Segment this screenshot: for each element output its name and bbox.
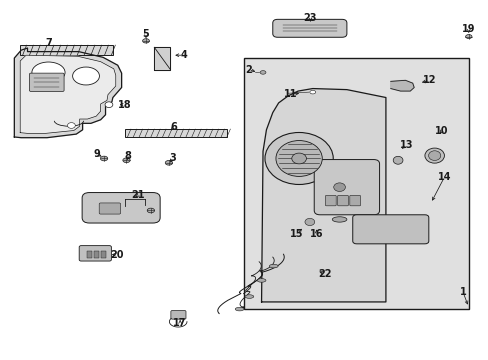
Ellipse shape [424, 148, 444, 163]
Text: 20: 20 [110, 249, 123, 260]
Ellipse shape [244, 295, 253, 298]
Polygon shape [390, 80, 413, 91]
Ellipse shape [165, 161, 172, 165]
FancyBboxPatch shape [79, 246, 111, 261]
Text: 1: 1 [459, 287, 466, 297]
Ellipse shape [122, 158, 130, 163]
FancyBboxPatch shape [314, 159, 379, 215]
Text: 14: 14 [437, 172, 450, 182]
Text: 21: 21 [131, 190, 144, 200]
Ellipse shape [291, 153, 306, 164]
Text: 8: 8 [124, 150, 131, 161]
Ellipse shape [309, 90, 315, 94]
Text: 17: 17 [173, 318, 186, 328]
FancyBboxPatch shape [82, 193, 160, 223]
Ellipse shape [105, 102, 113, 108]
Polygon shape [14, 48, 122, 138]
Bar [94, 251, 99, 258]
Text: 2: 2 [244, 64, 251, 75]
Bar [244, 58, 468, 309]
FancyBboxPatch shape [325, 195, 335, 206]
Text: 18: 18 [118, 100, 132, 110]
Bar [125, 129, 227, 137]
FancyBboxPatch shape [170, 311, 185, 319]
Text: 10: 10 [434, 126, 448, 135]
Polygon shape [20, 55, 116, 134]
Polygon shape [154, 47, 170, 69]
Text: 3: 3 [169, 153, 175, 163]
Text: 4: 4 [180, 50, 186, 60]
Bar [87, 251, 92, 258]
Ellipse shape [142, 39, 149, 43]
Ellipse shape [465, 35, 471, 39]
Ellipse shape [392, 156, 402, 164]
FancyBboxPatch shape [272, 19, 346, 37]
Ellipse shape [264, 132, 332, 184]
Ellipse shape [427, 151, 440, 161]
Text: 5: 5 [142, 29, 149, 39]
FancyBboxPatch shape [349, 195, 360, 206]
Circle shape [67, 123, 75, 129]
Ellipse shape [147, 208, 154, 213]
Ellipse shape [269, 264, 278, 268]
Text: 22: 22 [318, 269, 331, 279]
Text: 9: 9 [94, 149, 101, 159]
Ellipse shape [331, 217, 346, 222]
Text: 23: 23 [303, 13, 316, 23]
Circle shape [333, 183, 345, 192]
FancyBboxPatch shape [352, 215, 428, 244]
Bar [101, 251, 106, 258]
Text: 19: 19 [461, 24, 474, 34]
Text: 6: 6 [170, 122, 177, 132]
Ellipse shape [235, 307, 244, 311]
FancyBboxPatch shape [337, 195, 347, 206]
Ellipse shape [260, 71, 265, 74]
Ellipse shape [73, 67, 99, 85]
Ellipse shape [275, 140, 322, 176]
Text: 15: 15 [290, 229, 303, 239]
Text: 16: 16 [309, 229, 323, 239]
Ellipse shape [257, 279, 265, 282]
Text: 12: 12 [422, 75, 436, 85]
FancyBboxPatch shape [99, 203, 121, 214]
Bar [20, 45, 113, 55]
Polygon shape [261, 89, 385, 302]
Ellipse shape [100, 156, 107, 161]
FancyBboxPatch shape [29, 73, 64, 91]
Circle shape [305, 219, 314, 226]
Ellipse shape [32, 62, 65, 83]
Text: 7: 7 [45, 38, 52, 48]
Text: 11: 11 [284, 89, 297, 99]
Text: 13: 13 [399, 140, 412, 150]
